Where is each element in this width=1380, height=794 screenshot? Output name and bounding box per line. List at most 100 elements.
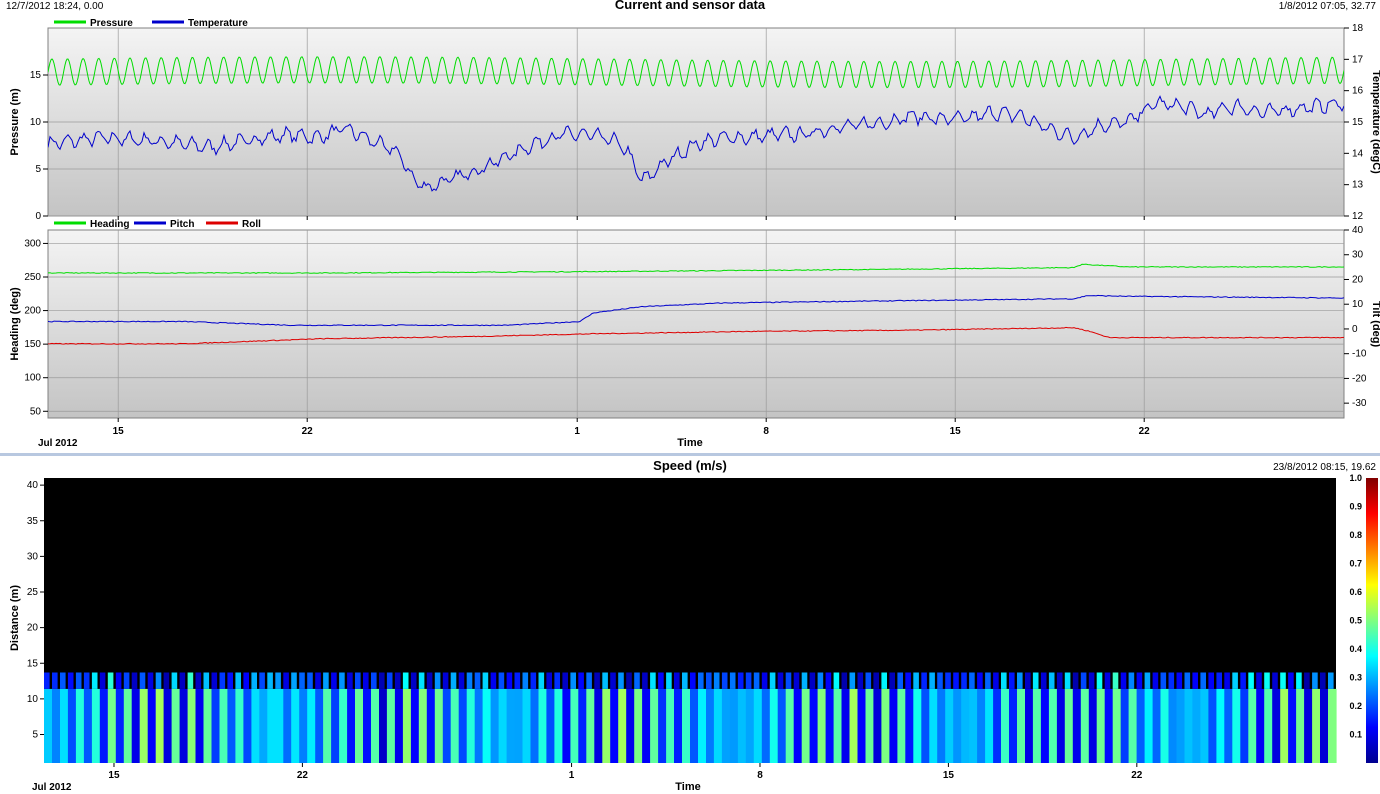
heatmap-cell [769, 688, 779, 763]
heatmap-cell [139, 688, 149, 763]
heatmap-cell [1256, 672, 1262, 689]
heatmap-cell [235, 688, 244, 763]
series-line-roll [48, 326, 1344, 345]
heatmap-cell [1001, 688, 1010, 763]
heatmap-cell [1072, 672, 1079, 689]
heatmap-cell [1208, 672, 1214, 689]
heatmap-cell [466, 672, 473, 689]
heatmap-cell [1088, 672, 1095, 689]
heatmap-cell [713, 688, 723, 763]
heatmap-cell [91, 672, 98, 689]
heatmap-cell [275, 688, 284, 763]
heatmap-cell [809, 672, 816, 689]
heatmap-cell [905, 688, 914, 763]
heatmap-cell [115, 688, 125, 763]
heatmap-cell [331, 688, 340, 763]
heatmap-cell [514, 672, 521, 689]
x-tick-label: 1 [574, 426, 580, 437]
heatmap-cell [203, 672, 210, 689]
heatmap-cell [379, 672, 385, 689]
x-start-label-bottom: Jul 2012 [32, 782, 72, 793]
heatmap-cell [187, 688, 197, 763]
heatmap-cell [315, 688, 324, 763]
heatmap-cell [881, 672, 887, 689]
heatmap-cell [83, 672, 90, 689]
y-tick-label: 50 [30, 406, 42, 417]
colorbar-tick-label: 1.0 [1349, 473, 1362, 483]
legend-label-temperature: Temperature [188, 18, 248, 29]
legend-heading-pitch-roll: Heading Pitch Roll [54, 219, 261, 230]
heatmap-cell [1096, 672, 1103, 689]
x-tick-label: 15 [108, 770, 120, 781]
heatmap-cell [634, 672, 640, 689]
heatmap-cell [418, 688, 428, 763]
heatmap-cell [690, 672, 696, 689]
heatmap-cell [123, 672, 130, 689]
heatmap-cell [1128, 672, 1135, 689]
y2-tick-label: 15 [1352, 117, 1364, 128]
heatmap-cell [1064, 672, 1071, 689]
heatmap-cell [1280, 672, 1286, 689]
y-tick-label: 250 [24, 272, 41, 283]
heatmap-cell [394, 672, 401, 689]
heatmap-cell [674, 672, 680, 689]
heatmap-cell [833, 672, 840, 689]
heatmap-cell [713, 672, 720, 689]
heatmap-cell [562, 672, 568, 689]
heatmap-cell [729, 672, 736, 689]
heatmap-cell [809, 688, 819, 763]
heatmap-cell [801, 688, 811, 763]
tilt-axis-label: Tilt (deg) [1370, 301, 1380, 348]
heatmap-cell [1216, 672, 1222, 689]
heatmap-cell [666, 672, 672, 689]
y2-tick-label: -30 [1352, 398, 1367, 409]
heatmap-cell [355, 672, 361, 689]
heatmap-cell [825, 672, 832, 689]
heatmap-cell [1160, 688, 1170, 763]
heatmap-cell [841, 688, 851, 763]
heatmap-cell [698, 688, 707, 763]
heatmap-cell [291, 672, 297, 689]
heatmap-cell [283, 672, 289, 689]
heatmap-cell [578, 672, 584, 689]
legend-pressure-temperature: Pressure Temperature [54, 18, 248, 29]
heatmap-cell [251, 672, 257, 689]
x-tick-label: 22 [1131, 770, 1143, 781]
heatmap-cell [426, 672, 433, 689]
heatmap-cell [67, 672, 74, 689]
y-tick-label: 25 [27, 587, 39, 598]
heatmap-cell [785, 688, 795, 763]
heatmap-cell [1032, 672, 1039, 689]
heatmap-cell [75, 688, 85, 763]
heatmap-cell [179, 672, 186, 689]
heatmap-cell [905, 672, 911, 689]
heatmap-cell [817, 688, 827, 763]
heatmap-cell [929, 672, 935, 689]
heatmap-cell [857, 672, 864, 689]
heatmap-cell [219, 688, 229, 763]
heatmap-cell [945, 688, 954, 763]
heatmap-cell [67, 688, 77, 763]
heatmap-cell [147, 688, 157, 763]
heatmap-cell [1224, 688, 1233, 763]
heatmap-cell [394, 688, 404, 763]
heatmap-cell [123, 688, 133, 763]
heatmap-cell [1025, 688, 1034, 763]
heatmap-cell [466, 688, 476, 763]
heatmap-cell [1104, 672, 1111, 689]
heatmap-cell [817, 672, 824, 689]
x-tick-label: 22 [302, 426, 314, 437]
heatmap-cell [131, 672, 138, 689]
heatmap-cell [777, 672, 784, 689]
y-tick-label: 200 [24, 306, 41, 317]
heatmap-cell [1048, 688, 1058, 763]
heatmap-cell [355, 688, 364, 763]
heatmap-cell [1272, 688, 1281, 763]
heatmap-cell [115, 672, 122, 689]
heatmap-cell [347, 688, 356, 763]
y2-tick-label: 10 [1352, 299, 1364, 310]
heatmap-cell [921, 672, 927, 689]
heatmap-cell [1304, 672, 1310, 689]
y2-tick-label: 12 [1352, 211, 1364, 222]
